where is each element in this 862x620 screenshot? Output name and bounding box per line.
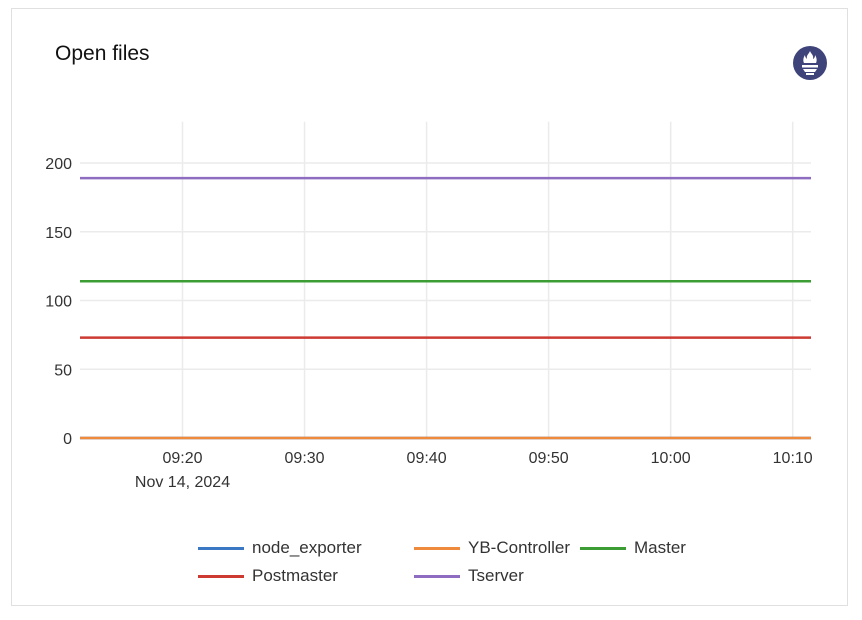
- y-tick-label: 0: [63, 431, 72, 448]
- prometheus-icon[interactable]: [793, 46, 827, 80]
- legend-label: YB-Controller: [468, 538, 571, 557]
- legend-item[interactable]: YB-Controller: [414, 538, 570, 558]
- legend-label: Tserver: [468, 566, 524, 585]
- x-tick-label: 09:20: [162, 450, 202, 467]
- y-tick-label: 50: [54, 362, 72, 379]
- y-tick-label: 150: [45, 225, 72, 242]
- legend-item[interactable]: Master: [580, 538, 686, 558]
- x-tick-label: 09:30: [285, 450, 325, 467]
- x-tick-label: 09:50: [529, 450, 569, 467]
- legend-item[interactable]: Tserver: [414, 566, 524, 586]
- legend-swatch: [198, 574, 244, 578]
- x-tick-label: 10:10: [773, 450, 813, 467]
- legend-swatch: [414, 546, 460, 550]
- chart-panel: Open files: [11, 8, 848, 606]
- legend-item[interactable]: node_exporter: [198, 538, 362, 558]
- legend-swatch: [580, 546, 626, 550]
- panel-title: Open files: [55, 42, 150, 65]
- y-tick-label: 200: [45, 156, 72, 173]
- x-date-label: Nov 14, 2024: [135, 474, 230, 491]
- x-tick-label: 09:40: [407, 450, 447, 467]
- x-tick-label: 10:00: [651, 450, 691, 467]
- legend-item[interactable]: Postmaster: [198, 566, 338, 586]
- legend-swatch: [198, 546, 244, 550]
- legend-label: Postmaster: [252, 566, 338, 585]
- legend-label: node_exporter: [252, 538, 362, 557]
- legend-swatch: [414, 574, 460, 578]
- y-tick-label: 100: [45, 294, 72, 311]
- legend-label: Master: [634, 538, 686, 557]
